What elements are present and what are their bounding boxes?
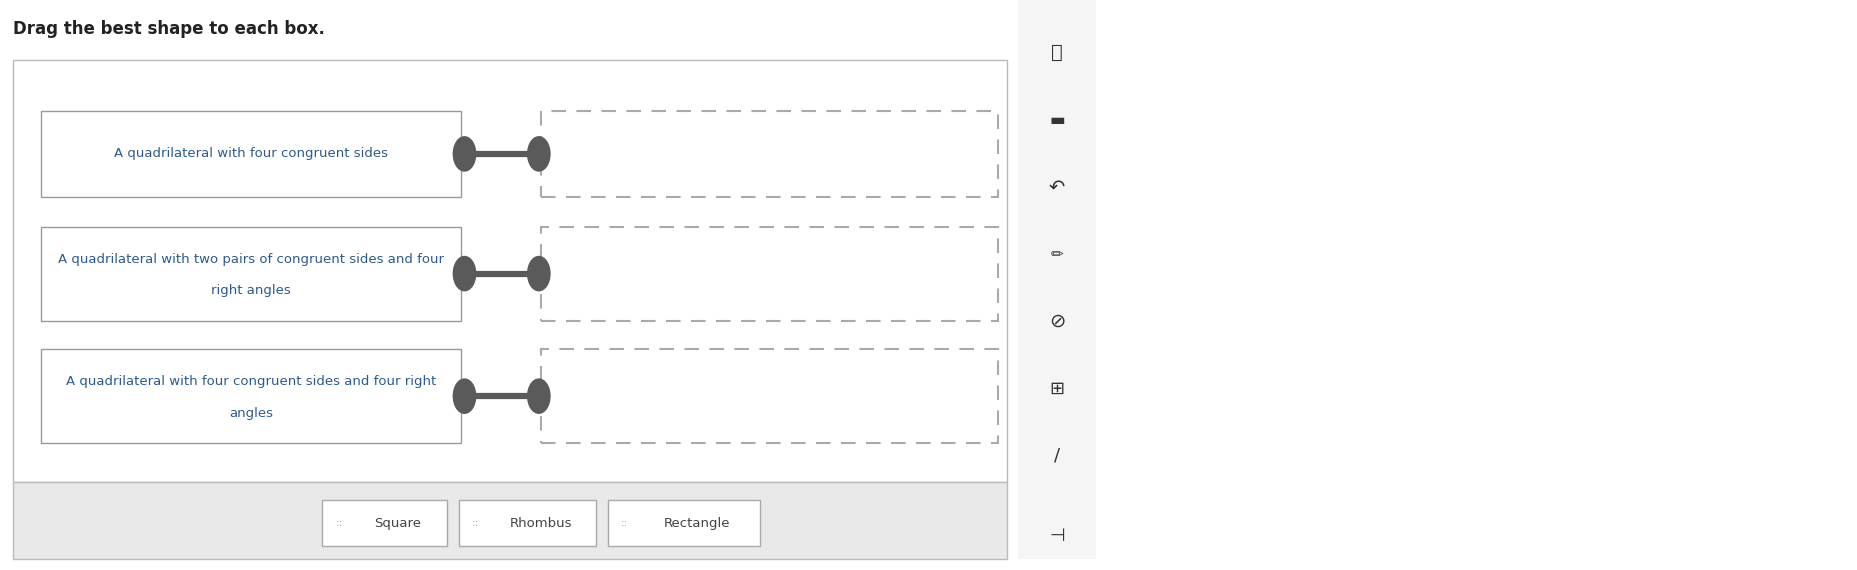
FancyBboxPatch shape — [41, 226, 461, 320]
Text: ⊘: ⊘ — [1049, 312, 1064, 331]
FancyBboxPatch shape — [13, 482, 1006, 559]
Ellipse shape — [527, 137, 550, 171]
Text: ::: :: — [620, 518, 628, 528]
Ellipse shape — [453, 137, 475, 171]
FancyBboxPatch shape — [540, 226, 997, 320]
Text: Square: Square — [373, 517, 422, 530]
FancyBboxPatch shape — [459, 500, 596, 546]
Text: ::: :: — [472, 518, 479, 528]
FancyBboxPatch shape — [540, 111, 997, 197]
Ellipse shape — [453, 379, 475, 413]
FancyBboxPatch shape — [540, 349, 997, 443]
Text: angles: angles — [228, 407, 273, 420]
Text: ⊣: ⊣ — [1049, 527, 1064, 545]
FancyBboxPatch shape — [41, 111, 461, 197]
Text: ▬: ▬ — [1049, 111, 1064, 129]
Ellipse shape — [527, 379, 550, 413]
Text: Rhombus: Rhombus — [509, 517, 572, 530]
Text: ↶: ↶ — [1049, 177, 1064, 197]
FancyBboxPatch shape — [607, 500, 760, 546]
Text: ::: :: — [334, 518, 342, 528]
Text: ⓘ: ⓘ — [1051, 43, 1062, 62]
Text: A quadrilateral with four congruent sides: A quadrilateral with four congruent side… — [113, 148, 388, 160]
Text: right angles: right angles — [212, 284, 290, 297]
FancyBboxPatch shape — [41, 349, 461, 443]
Text: A quadrilateral with two pairs of congruent sides and four: A quadrilateral with two pairs of congru… — [58, 253, 444, 266]
Text: Rectangle: Rectangle — [663, 517, 730, 530]
FancyBboxPatch shape — [1018, 0, 1096, 559]
FancyBboxPatch shape — [13, 60, 1006, 482]
FancyBboxPatch shape — [323, 500, 446, 546]
Ellipse shape — [453, 256, 475, 291]
Text: ⊞: ⊞ — [1049, 380, 1064, 398]
Ellipse shape — [527, 256, 550, 291]
Text: Drag the best shape to each box.: Drag the best shape to each box. — [13, 20, 325, 38]
Text: A quadrilateral with four congruent sides and four right: A quadrilateral with four congruent side… — [65, 376, 436, 388]
Text: /: / — [1053, 447, 1060, 465]
Text: ✏: ✏ — [1051, 247, 1062, 262]
